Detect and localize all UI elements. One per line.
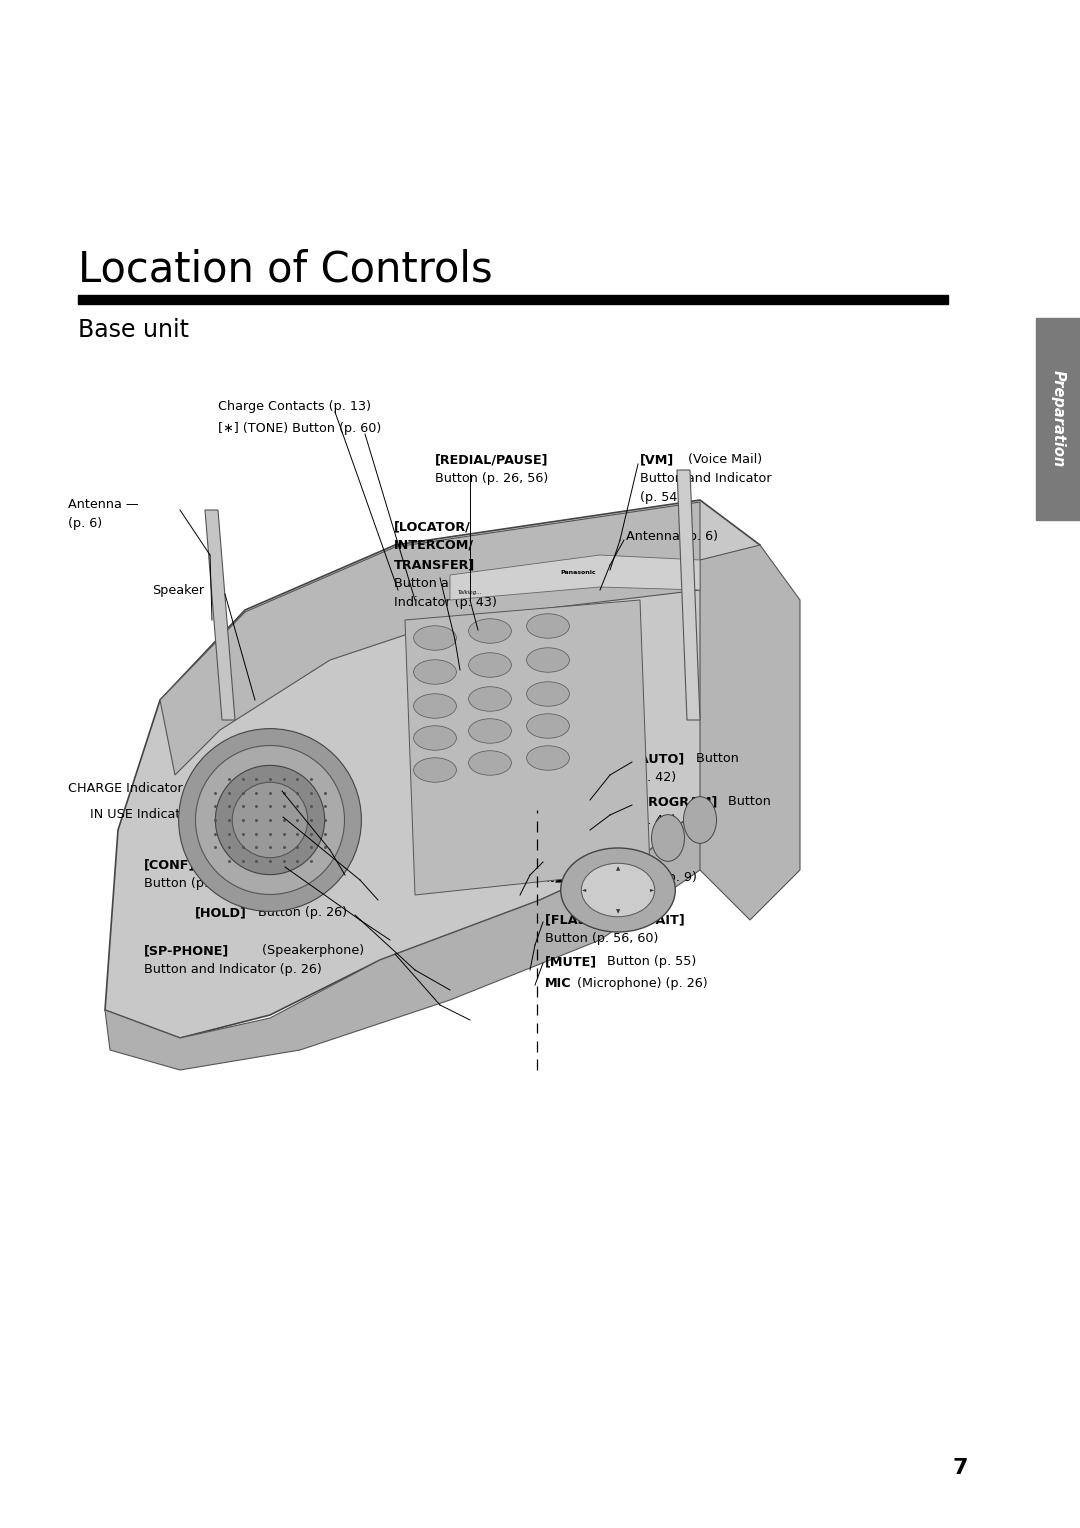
- Text: ([▲], [▼], [◄], [►]) (p. 9): ([▲], [▼], [◄], [►]) (p. 9): [545, 871, 697, 885]
- Polygon shape: [677, 471, 700, 720]
- Ellipse shape: [469, 619, 512, 643]
- Text: [AUTO]: [AUTO]: [634, 752, 685, 766]
- Text: (Conference): (Conference): [210, 859, 297, 871]
- Text: IN USE Indicator (p. 27): IN USE Indicator (p. 27): [90, 808, 240, 821]
- Ellipse shape: [414, 626, 457, 651]
- Text: (Microphone) (p. 26): (Microphone) (p. 26): [573, 976, 707, 990]
- Text: [HOLD]: [HOLD]: [195, 906, 247, 918]
- Text: Button (p. 49): Button (p. 49): [144, 877, 233, 889]
- Polygon shape: [700, 545, 800, 920]
- Text: [LOCATOR/: [LOCATOR/: [394, 520, 471, 533]
- Ellipse shape: [414, 660, 457, 685]
- Text: Button (p. 26): Button (p. 26): [254, 906, 347, 918]
- Text: MIC: MIC: [545, 976, 571, 990]
- Text: (p. 6): (p. 6): [68, 516, 103, 530]
- Text: [FLASH/CALL WAIT]: [FLASH/CALL WAIT]: [545, 914, 685, 926]
- Text: [SP-PHONE]: [SP-PHONE]: [144, 944, 229, 957]
- Text: Charge Contacts (p. 13): Charge Contacts (p. 13): [218, 400, 372, 413]
- Polygon shape: [205, 510, 235, 720]
- Text: Navigator Key: Navigator Key: [545, 853, 635, 865]
- Text: Button: Button: [692, 752, 739, 766]
- Text: (Speakerphone): (Speakerphone): [258, 944, 364, 957]
- Text: Button (p. 26, 56): Button (p. 26, 56): [435, 472, 549, 484]
- Text: (p. 54): (p. 54): [640, 490, 683, 504]
- Text: [PROGRAM]: [PROGRAM]: [634, 795, 718, 808]
- Ellipse shape: [527, 681, 569, 706]
- Text: Button and Indicator: Button and Indicator: [640, 472, 771, 484]
- Text: (p. 42): (p. 42): [634, 772, 676, 784]
- Text: (p. 42): (p. 42): [634, 814, 676, 827]
- Text: ▼: ▼: [616, 909, 620, 914]
- Text: Button (p. 55): Button (p. 55): [603, 955, 697, 969]
- Ellipse shape: [469, 750, 512, 775]
- Polygon shape: [105, 500, 760, 1038]
- Ellipse shape: [414, 758, 457, 782]
- Text: Antenna —: Antenna —: [68, 498, 138, 510]
- Text: Antenna (p. 6): Antenna (p. 6): [626, 530, 718, 542]
- Ellipse shape: [469, 718, 512, 743]
- Ellipse shape: [469, 686, 512, 711]
- Text: Speaker: Speaker: [152, 584, 204, 597]
- Text: INTERCOM/: INTERCOM/: [394, 539, 474, 552]
- Text: Panasonic: Panasonic: [561, 570, 596, 575]
- Ellipse shape: [469, 652, 512, 677]
- Text: Button and Indicator (p. 26): Button and Indicator (p. 26): [144, 963, 322, 976]
- Ellipse shape: [561, 848, 675, 932]
- Ellipse shape: [414, 694, 457, 718]
- Text: [MUTE]: [MUTE]: [545, 955, 597, 969]
- Text: [CONF]: [CONF]: [144, 859, 195, 871]
- Text: ►: ►: [649, 888, 653, 892]
- Circle shape: [684, 796, 716, 843]
- Text: TRANSFER]: TRANSFER]: [394, 558, 475, 571]
- Text: ▲: ▲: [616, 866, 620, 871]
- Polygon shape: [160, 503, 700, 775]
- Ellipse shape: [178, 729, 362, 911]
- Circle shape: [651, 814, 685, 862]
- Polygon shape: [405, 601, 650, 895]
- Text: Base unit: Base unit: [78, 318, 189, 342]
- Ellipse shape: [232, 782, 308, 857]
- Text: Button: Button: [724, 795, 771, 808]
- Text: CHARGE Indicator (p. 12): CHARGE Indicator (p. 12): [68, 782, 229, 795]
- Text: 7: 7: [953, 1458, 968, 1478]
- Text: Location of Controls: Location of Controls: [78, 248, 492, 290]
- Text: Button (p. 56, 60): Button (p. 56, 60): [545, 932, 659, 944]
- Ellipse shape: [527, 648, 569, 672]
- Text: [VM]: [VM]: [640, 452, 674, 466]
- Text: [REDIAL/PAUSE]: [REDIAL/PAUSE]: [435, 452, 549, 466]
- Text: (Voice Mail): (Voice Mail): [684, 452, 762, 466]
- Ellipse shape: [527, 746, 569, 770]
- Ellipse shape: [581, 863, 654, 917]
- Ellipse shape: [414, 726, 457, 750]
- Text: Preparation: Preparation: [1051, 370, 1066, 468]
- Text: Talking...: Talking...: [458, 590, 483, 594]
- Ellipse shape: [527, 714, 569, 738]
- Polygon shape: [105, 700, 760, 1070]
- Text: [∗] (TONE) Button (p. 60): [∗] (TONE) Button (p. 60): [218, 422, 381, 435]
- Ellipse shape: [195, 746, 345, 894]
- Text: Button and: Button and: [394, 578, 465, 590]
- Text: ◄: ◄: [582, 888, 586, 892]
- Text: Indicator (p. 43): Indicator (p. 43): [394, 596, 497, 610]
- Bar: [1036, 318, 1080, 520]
- Ellipse shape: [215, 766, 325, 874]
- Bar: [78, 295, 948, 304]
- Ellipse shape: [527, 614, 569, 639]
- Polygon shape: [450, 555, 700, 601]
